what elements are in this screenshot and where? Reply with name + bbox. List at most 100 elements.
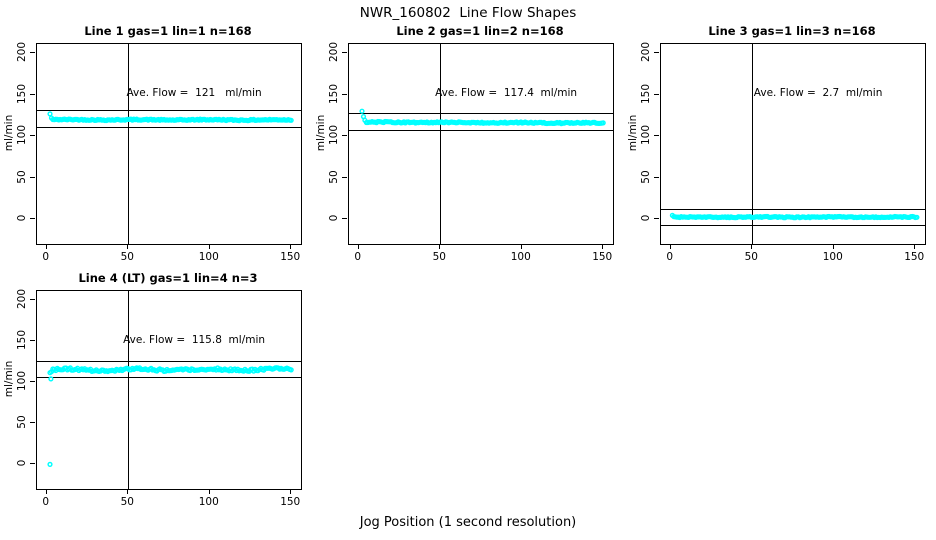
vertical-reference-line: [752, 44, 754, 244]
panel-title: Line 4 (LT) gas=1 lin=4 n=3: [78, 271, 258, 285]
y-axis-name: ml/min: [3, 360, 15, 398]
x-tick-label: 150: [280, 251, 301, 263]
y-tick-label: 150: [640, 83, 652, 104]
x-tick-label: 100: [198, 251, 219, 263]
lower-flow-limit-line: [349, 129, 613, 131]
y-tick-mark: [654, 52, 659, 54]
lower-flow-limit-line: [661, 225, 925, 227]
y-tick-mark: [342, 218, 347, 220]
y-tick-label: 200: [328, 42, 340, 63]
y-tick-label: 200: [640, 42, 652, 63]
y-tick-label: 0: [328, 214, 340, 222]
upper-flow-limit-line: [349, 113, 613, 115]
y-tick-label: 50: [328, 169, 340, 184]
plot-area: Ave. Flow = 121 ml/min: [36, 43, 302, 245]
x-tick-mark: [208, 489, 210, 494]
y-tick-label: 100: [328, 125, 340, 146]
x-tick-mark: [290, 244, 292, 249]
y-axis-name: ml/min: [3, 114, 15, 152]
x-tick-mark: [45, 489, 47, 494]
lower-flow-limit-line: [37, 126, 301, 128]
y-tick-mark: [30, 135, 35, 137]
panel-title: Line 2 gas=1 lin=2 n=168: [396, 24, 564, 38]
x-tick-label: 100: [510, 251, 531, 263]
x-tick-label: 0: [42, 496, 50, 508]
vertical-reference-line: [128, 44, 130, 244]
x-tick-label: 100: [198, 496, 219, 508]
x-tick-mark: [832, 244, 834, 249]
lower-flow-limit-line: [37, 377, 301, 379]
y-tick-label: 50: [16, 415, 28, 429]
x-tick-mark: [127, 244, 129, 249]
x-tick-label: 150: [592, 251, 613, 263]
y-tick-label: 100: [640, 125, 652, 146]
y-tick-mark: [30, 299, 35, 301]
x-tick-mark: [208, 244, 210, 249]
y-tick-mark: [30, 340, 35, 342]
y-tick-label: 50: [16, 169, 28, 184]
x-tick-mark: [751, 244, 753, 249]
panel-title: Line 3 gas=1 lin=3 n=168: [708, 24, 876, 38]
y-tick-label: 200: [16, 289, 28, 310]
x-tick-mark: [439, 244, 441, 249]
x-tick-label: 0: [354, 251, 362, 263]
y-tick-mark: [30, 52, 35, 54]
vertical-reference-line: [440, 44, 442, 244]
x-tick-mark: [602, 244, 604, 249]
y-tick-mark: [30, 381, 35, 383]
x-tick-label: 100: [822, 251, 843, 263]
upper-flow-limit-line: [37, 360, 301, 362]
average-flow-annotation: Ave. Flow = 2.7 ml/min: [753, 87, 883, 99]
y-tick-label: 150: [16, 83, 28, 104]
y-tick-mark: [654, 176, 659, 178]
average-flow-annotation: Ave. Flow = 121 ml/min: [126, 87, 262, 99]
y-tick-label: 0: [640, 214, 652, 222]
average-flow-annotation: Ave. Flow = 115.8 ml/min: [123, 333, 266, 346]
y-tick-mark: [342, 93, 347, 95]
y-tick-label: 200: [16, 42, 28, 63]
y-tick-label: 150: [328, 83, 340, 104]
vertical-reference-line: [128, 291, 130, 489]
y-axis-name: ml/min: [315, 114, 327, 152]
flow-data-points: [359, 108, 606, 127]
y-tick-mark: [342, 176, 347, 178]
plot-area: Ave. Flow = 2.7 ml/min: [660, 43, 926, 245]
y-tick-mark: [30, 93, 35, 95]
y-tick-label: 0: [16, 460, 28, 467]
average-flow-annotation: Ave. Flow = 117.4 ml/min: [435, 87, 578, 99]
x-tick-mark: [669, 244, 671, 249]
flow-data-points: [47, 365, 294, 467]
x-tick-label: 0: [666, 251, 674, 263]
y-tick-label: 100: [16, 125, 28, 146]
x-tick-label: 50: [744, 251, 758, 263]
y-tick-label: 100: [16, 371, 28, 392]
x-tick-label: 50: [120, 251, 134, 263]
y-tick-mark: [30, 422, 35, 424]
x-tick-mark: [127, 489, 129, 494]
flow-data-points: [669, 212, 920, 221]
x-tick-label: 150: [904, 251, 925, 263]
plot-area: Ave. Flow = 117.4 ml/min: [348, 43, 614, 245]
x-tick-label: 50: [120, 496, 134, 508]
y-tick-label: 0: [16, 214, 28, 222]
y-tick-mark: [654, 135, 659, 137]
x-tick-mark: [45, 244, 47, 249]
flow-data-points: [47, 111, 294, 124]
upper-flow-limit-line: [37, 110, 301, 112]
y-tick-mark: [342, 52, 347, 54]
x-tick-label: 150: [280, 496, 301, 508]
y-tick-label: 150: [16, 330, 28, 351]
y-tick-mark: [342, 135, 347, 137]
y-tick-mark: [654, 93, 659, 95]
x-tick-mark: [914, 244, 916, 249]
y-tick-mark: [654, 218, 659, 220]
figure-title: NWR_160802 Line Flow Shapes: [359, 5, 577, 21]
x-tick-label: 0: [42, 251, 50, 263]
y-tick-label: 50: [640, 169, 652, 184]
x-tick-label: 50: [432, 251, 446, 263]
y-tick-mark: [30, 218, 35, 220]
y-axis-name: ml/min: [627, 114, 639, 152]
panel-title: Line 1 gas=1 lin=1 n=168: [84, 24, 252, 38]
y-tick-mark: [30, 463, 35, 465]
